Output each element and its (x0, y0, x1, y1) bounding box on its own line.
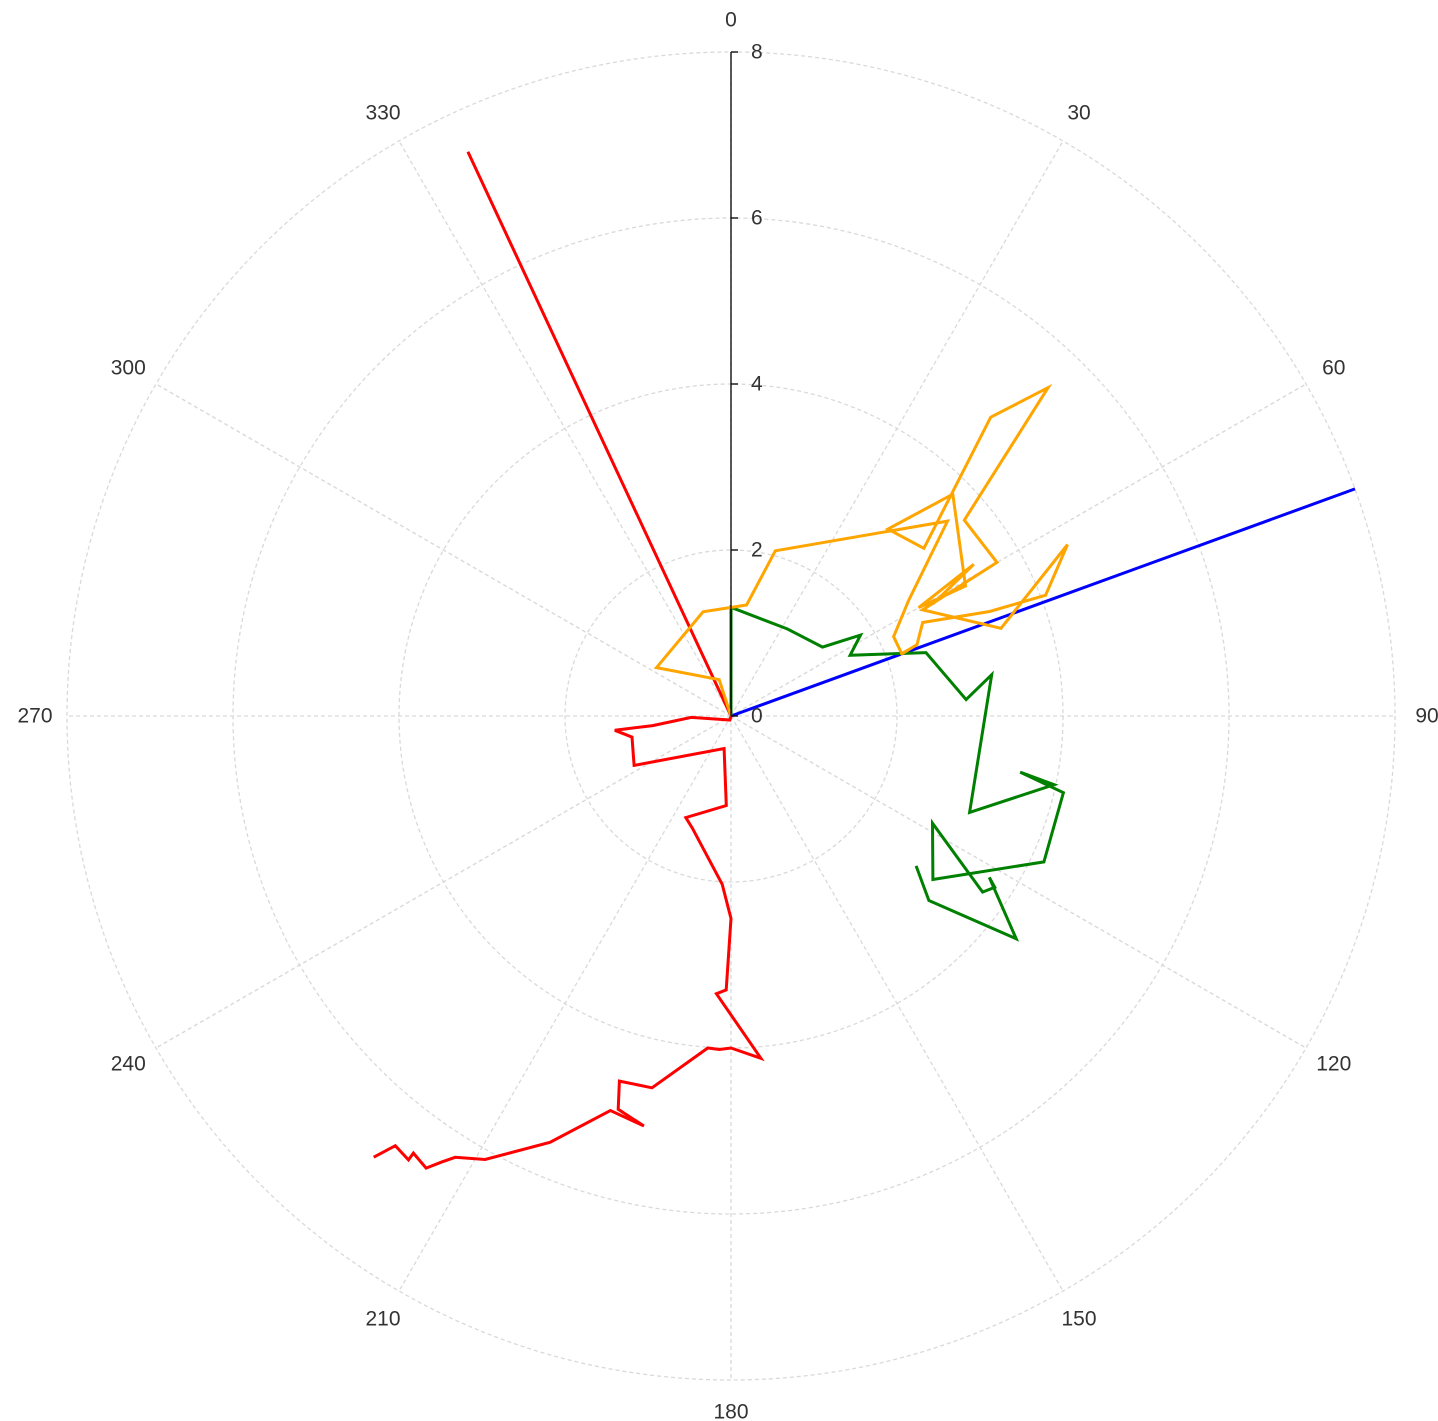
angle-label-180: 180 (713, 1401, 748, 1421)
angle-label-240: 240 (111, 1053, 146, 1076)
series-line-3 (729, 605, 1066, 942)
radial-label-4: 4 (751, 373, 763, 396)
radial-label-2: 2 (751, 539, 763, 562)
spoke-300 (155, 383, 732, 717)
angle-label-150: 150 (1061, 1307, 1096, 1330)
angle-label-30: 30 (1067, 102, 1090, 125)
series-line-0 (466, 151, 733, 717)
angle-label-90: 90 (1415, 705, 1438, 728)
angle-label-330: 330 (365, 102, 400, 125)
series-layer (372, 151, 1356, 1170)
angle-label-60: 60 (1322, 357, 1345, 380)
axis-labels: 0 30 60 90 120 150 180 210 240 270 300 330 0 2 4 6 8 (17, 9, 1438, 1421)
grid-circle-r2 (564, 549, 898, 883)
angle-label-210: 210 (365, 1307, 400, 1330)
spoke-60 (730, 383, 1307, 717)
spoke-30 (730, 140, 1064, 717)
angle-label-0: 0 (725, 9, 737, 32)
angle-label-300: 300 (111, 357, 146, 380)
radial-label-8: 8 (751, 41, 763, 64)
radial-label-6: 6 (751, 207, 763, 230)
spoke-210 (398, 715, 732, 1292)
polar-grid (66, 51, 1396, 1381)
series-line-1 (730, 487, 1356, 718)
radial-axis (730, 51, 738, 717)
spoke-150 (730, 715, 1064, 1292)
radial-label-0: 0 (751, 705, 763, 728)
spoke-240 (155, 715, 732, 1049)
grid-circle-r8 (66, 51, 1396, 1381)
spoke-330 (398, 140, 732, 717)
angle-label-270: 270 (17, 705, 52, 728)
series-line-2 (372, 715, 765, 1170)
series-line-4 (653, 383, 1069, 717)
spoke-120 (730, 715, 1307, 1049)
angle-label-120: 120 (1316, 1053, 1351, 1076)
